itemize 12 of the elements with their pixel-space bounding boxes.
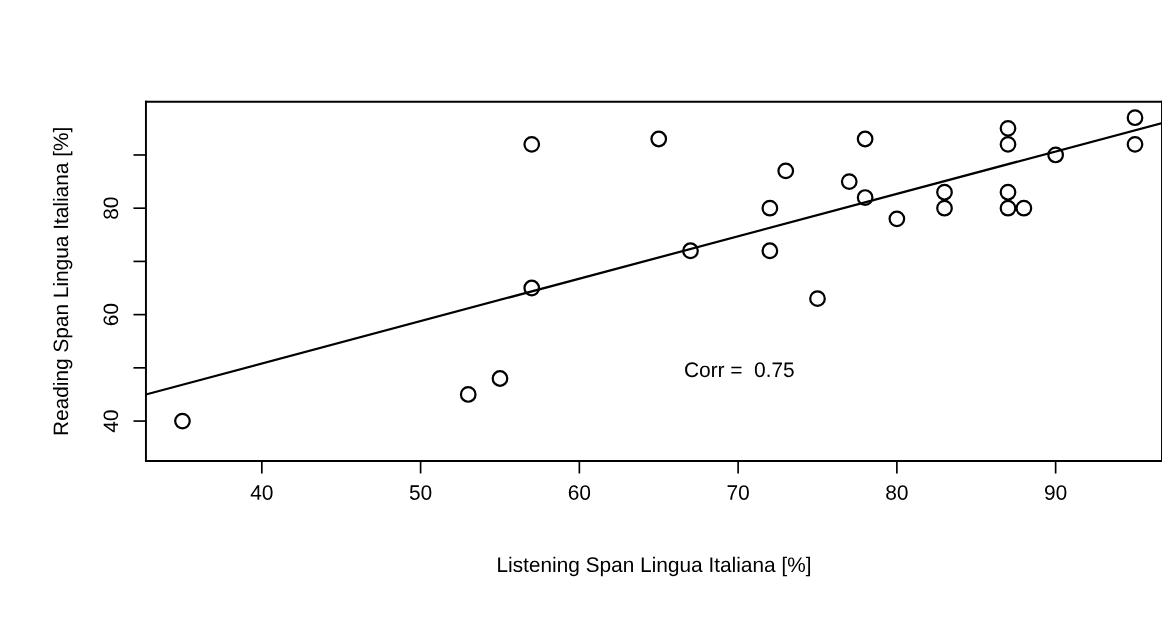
x-tick-label: 90 xyxy=(1045,485,1067,500)
y-tick-label: 60 xyxy=(103,303,119,326)
x-tick-label: 60 xyxy=(568,485,591,500)
y-tick-label: 80 xyxy=(103,197,119,219)
y-axis-title: Reading Span Lingua Italiana [%] xyxy=(52,128,73,435)
annotation: Corr = 0.75 xyxy=(685,362,794,378)
x-tick-label: 40 xyxy=(250,485,273,500)
x-tick-label: 80 xyxy=(886,485,908,500)
x-tick-label: 70 xyxy=(727,485,749,500)
x-axis-title: Listening Span Lingua Italiana [%] xyxy=(498,556,811,577)
x-tick-label: 50 xyxy=(409,485,432,500)
y-tick-label: 40 xyxy=(103,410,119,433)
